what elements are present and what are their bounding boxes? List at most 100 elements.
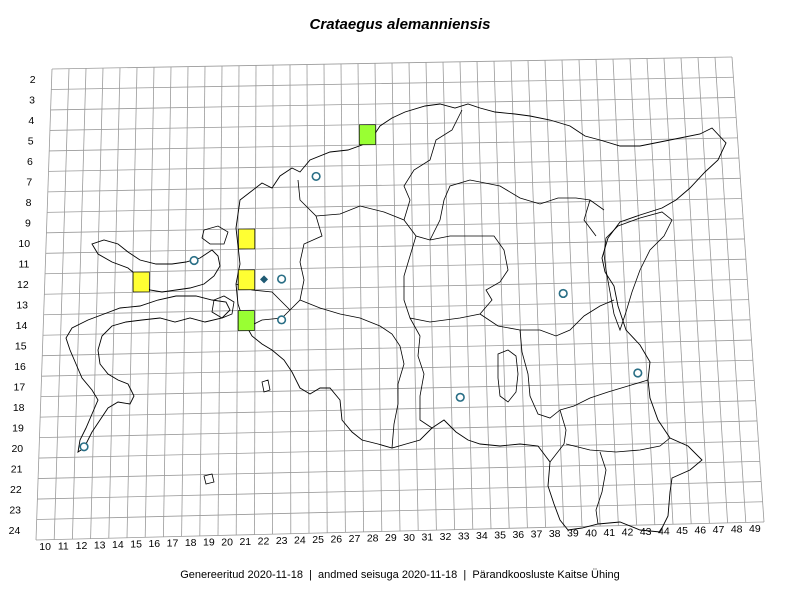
grid-line-horizontal xyxy=(50,97,735,111)
row-label: 17 xyxy=(14,381,26,393)
grid-line-vertical xyxy=(181,66,189,537)
grid-line-vertical xyxy=(442,62,455,530)
open-circle-marker xyxy=(455,392,465,402)
column-label: 29 xyxy=(385,532,397,544)
column-label: 35 xyxy=(494,530,506,542)
grid-line-vertical xyxy=(527,60,546,528)
column-label: 45 xyxy=(676,525,688,537)
column-label: 25 xyxy=(312,534,324,546)
column-label: 19 xyxy=(203,537,215,549)
column-label: 30 xyxy=(403,532,415,544)
grid-line-vertical xyxy=(578,59,601,527)
column-labels: 10 11 12 13 14 15 16 17 18 19 20 21 22 23 24 25 26 27 28 29… xyxy=(39,523,761,553)
open-circle-marker xyxy=(311,171,321,182)
grid-line-vertical xyxy=(163,66,172,537)
row-label: 4 xyxy=(28,115,34,127)
grid-line-vertical xyxy=(323,64,328,533)
grid-line-vertical xyxy=(199,66,206,536)
column-label: 40 xyxy=(585,527,597,539)
grid-line-horizontal xyxy=(48,157,739,172)
grid-line-horizontal xyxy=(42,339,752,357)
grid-line-horizontal xyxy=(49,117,737,131)
column-label: 11 xyxy=(58,540,69,552)
column-label: 16 xyxy=(148,538,160,550)
grid-line-horizontal xyxy=(46,218,744,234)
grid-line-horizontal xyxy=(40,400,756,418)
column-label: 31 xyxy=(421,531,433,543)
grid-line-horizontal xyxy=(38,440,759,459)
row-label: 18 xyxy=(13,402,25,414)
column-label: 33 xyxy=(458,530,470,542)
open-circle-marker xyxy=(276,274,287,284)
column-label: 34 xyxy=(476,530,488,542)
ruhnu-outline xyxy=(203,473,215,485)
row-label: 5 xyxy=(28,136,34,148)
grid-line-vertical xyxy=(629,58,656,525)
grid-line-vertical xyxy=(425,62,437,531)
column-label: 42 xyxy=(622,526,634,538)
grid-line-vertical xyxy=(476,61,492,529)
column-label: 47 xyxy=(713,524,725,536)
grid-line-vertical xyxy=(663,58,692,524)
row-label: 12 xyxy=(17,279,29,291)
row-label: 3 xyxy=(29,95,35,107)
open-circle-marker xyxy=(558,288,568,299)
grid-line-horizontal xyxy=(45,258,746,275)
row-label: 15 xyxy=(15,340,27,352)
column-label: 15 xyxy=(130,539,142,551)
vormsi-outline xyxy=(201,225,229,245)
grid-line-horizontal xyxy=(45,238,745,254)
open-circle-marker xyxy=(633,368,643,378)
column-label: 23 xyxy=(276,535,288,547)
grid-line-vertical xyxy=(126,67,138,538)
county-boundaries xyxy=(235,109,671,525)
column-label: 41 xyxy=(603,527,615,539)
column-label: 28 xyxy=(367,533,379,545)
grid-line-vertical xyxy=(459,61,474,530)
grid-line-vertical xyxy=(340,63,346,533)
column-label: 48 xyxy=(731,524,743,536)
grid-line-vertical xyxy=(680,57,710,524)
column-label: 44 xyxy=(658,525,670,537)
row-label: 8 xyxy=(26,197,32,209)
grid-line-horizontal xyxy=(40,380,755,398)
kihnu-outline xyxy=(261,379,271,393)
green-square-marker xyxy=(237,310,255,331)
column-label: 46 xyxy=(694,525,706,537)
map-grid xyxy=(35,56,765,541)
grid-line-vertical xyxy=(90,68,104,539)
row-label: 2 xyxy=(30,74,36,86)
estonia-outline xyxy=(65,103,727,533)
column-label: 18 xyxy=(185,537,197,549)
column-label: 38 xyxy=(549,528,561,540)
grid-line-vertical xyxy=(731,56,765,523)
row-label: 11 xyxy=(18,259,29,271)
lake-peipus-outline xyxy=(603,211,673,332)
grid-line-vertical xyxy=(35,68,53,541)
row-label: 23 xyxy=(9,504,21,516)
grid-line-horizontal xyxy=(35,521,765,541)
row-label: 19 xyxy=(12,422,24,434)
footer-separator: | xyxy=(309,569,312,581)
column-label: 32 xyxy=(440,531,452,543)
column-label: 27 xyxy=(349,533,361,545)
column-label: 36 xyxy=(512,529,524,541)
column-label: 20 xyxy=(221,536,233,548)
grid-line-vertical xyxy=(646,58,674,525)
grid-line-horizontal xyxy=(49,137,738,152)
grid-line-horizontal xyxy=(36,501,763,520)
grid-line-horizontal xyxy=(41,359,753,377)
map-title: Crataegus alemanniensis xyxy=(309,16,491,33)
green-square-marker xyxy=(359,124,376,145)
lake-vortsjarv-outline xyxy=(497,349,519,403)
column-label: 17 xyxy=(167,538,179,550)
grid-line-vertical xyxy=(306,64,310,534)
row-label: 22 xyxy=(10,484,22,496)
grid-line-horizontal xyxy=(42,319,751,336)
yellow-square-marker xyxy=(238,269,255,291)
grid-line-horizontal xyxy=(51,76,734,90)
grid-line-vertical xyxy=(544,60,565,527)
grid-line-vertical xyxy=(253,65,257,535)
grid-line-vertical xyxy=(108,67,121,539)
column-label: 21 xyxy=(239,536,251,548)
